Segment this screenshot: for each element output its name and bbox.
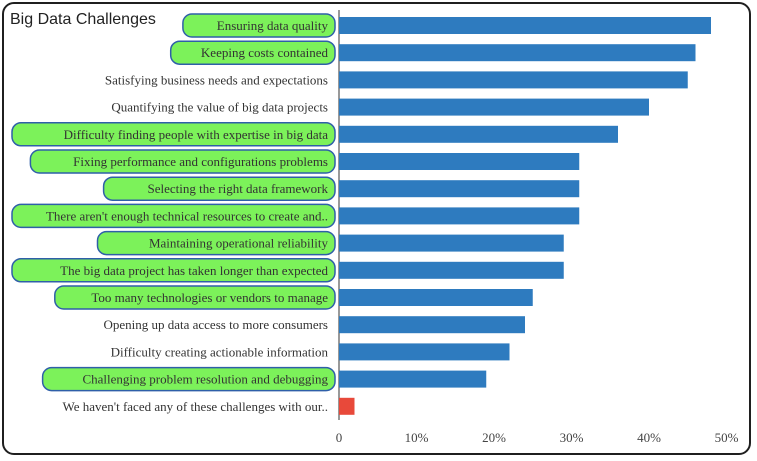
chart-title: Big Data Challenges xyxy=(10,11,156,28)
x-tick-label: 20% xyxy=(482,430,506,445)
category-label: Keeping costs contained xyxy=(201,45,329,60)
bar xyxy=(339,397,355,415)
category-highlight xyxy=(102,176,336,201)
bar xyxy=(339,180,580,198)
category-highlight xyxy=(169,40,336,65)
bar xyxy=(339,44,696,62)
bar xyxy=(339,316,525,334)
bar xyxy=(339,98,649,116)
x-tick-label: 50% xyxy=(715,430,739,445)
category-label: Satisfying business needs and expectatio… xyxy=(105,72,328,87)
bar xyxy=(339,71,688,89)
category-label: Selecting the right data framework xyxy=(148,181,329,196)
category-highlight xyxy=(182,13,336,38)
bar xyxy=(339,153,580,170)
category-label: Challenging problem resolution and debug… xyxy=(82,372,328,387)
category-label: The big data project has taken longer th… xyxy=(60,263,328,278)
bar xyxy=(339,207,580,225)
category-highlight xyxy=(11,203,336,229)
bar xyxy=(339,125,618,143)
category-label: There aren't enough technical resources … xyxy=(46,208,328,223)
category-label: We haven't faced any of these challenges… xyxy=(62,399,328,414)
category-label: Fixing performance and configurations pr… xyxy=(73,154,328,169)
category-label: Quantifying the value of big data projec… xyxy=(111,100,328,115)
bar xyxy=(339,289,533,306)
category-highlight xyxy=(11,122,336,147)
category-highlight xyxy=(54,285,336,310)
x-tick-label: 30% xyxy=(560,430,584,445)
x-tick-label: 0 xyxy=(336,430,343,445)
bar xyxy=(339,261,564,279)
category-highlight xyxy=(11,258,336,283)
category-label: Maintaining operational reliability xyxy=(149,236,329,251)
category-label: Too many technologies or vendors to mana… xyxy=(91,290,328,305)
category-label: Difficulty creating actionable informati… xyxy=(111,344,329,359)
bar xyxy=(339,17,711,34)
x-tick-label: 40% xyxy=(637,430,661,445)
bar xyxy=(339,234,564,252)
category-label: Ensuring data quality xyxy=(217,18,329,33)
category-highlight xyxy=(96,230,336,256)
category-highlight xyxy=(29,149,336,174)
category-highlight xyxy=(41,366,336,392)
category-label: Opening up data access to more consumers xyxy=(103,317,328,332)
x-tick-label: 10% xyxy=(405,430,429,445)
bar xyxy=(339,343,510,361)
bar xyxy=(339,370,487,388)
category-label: Difficulty finding people with expertise… xyxy=(64,127,329,142)
